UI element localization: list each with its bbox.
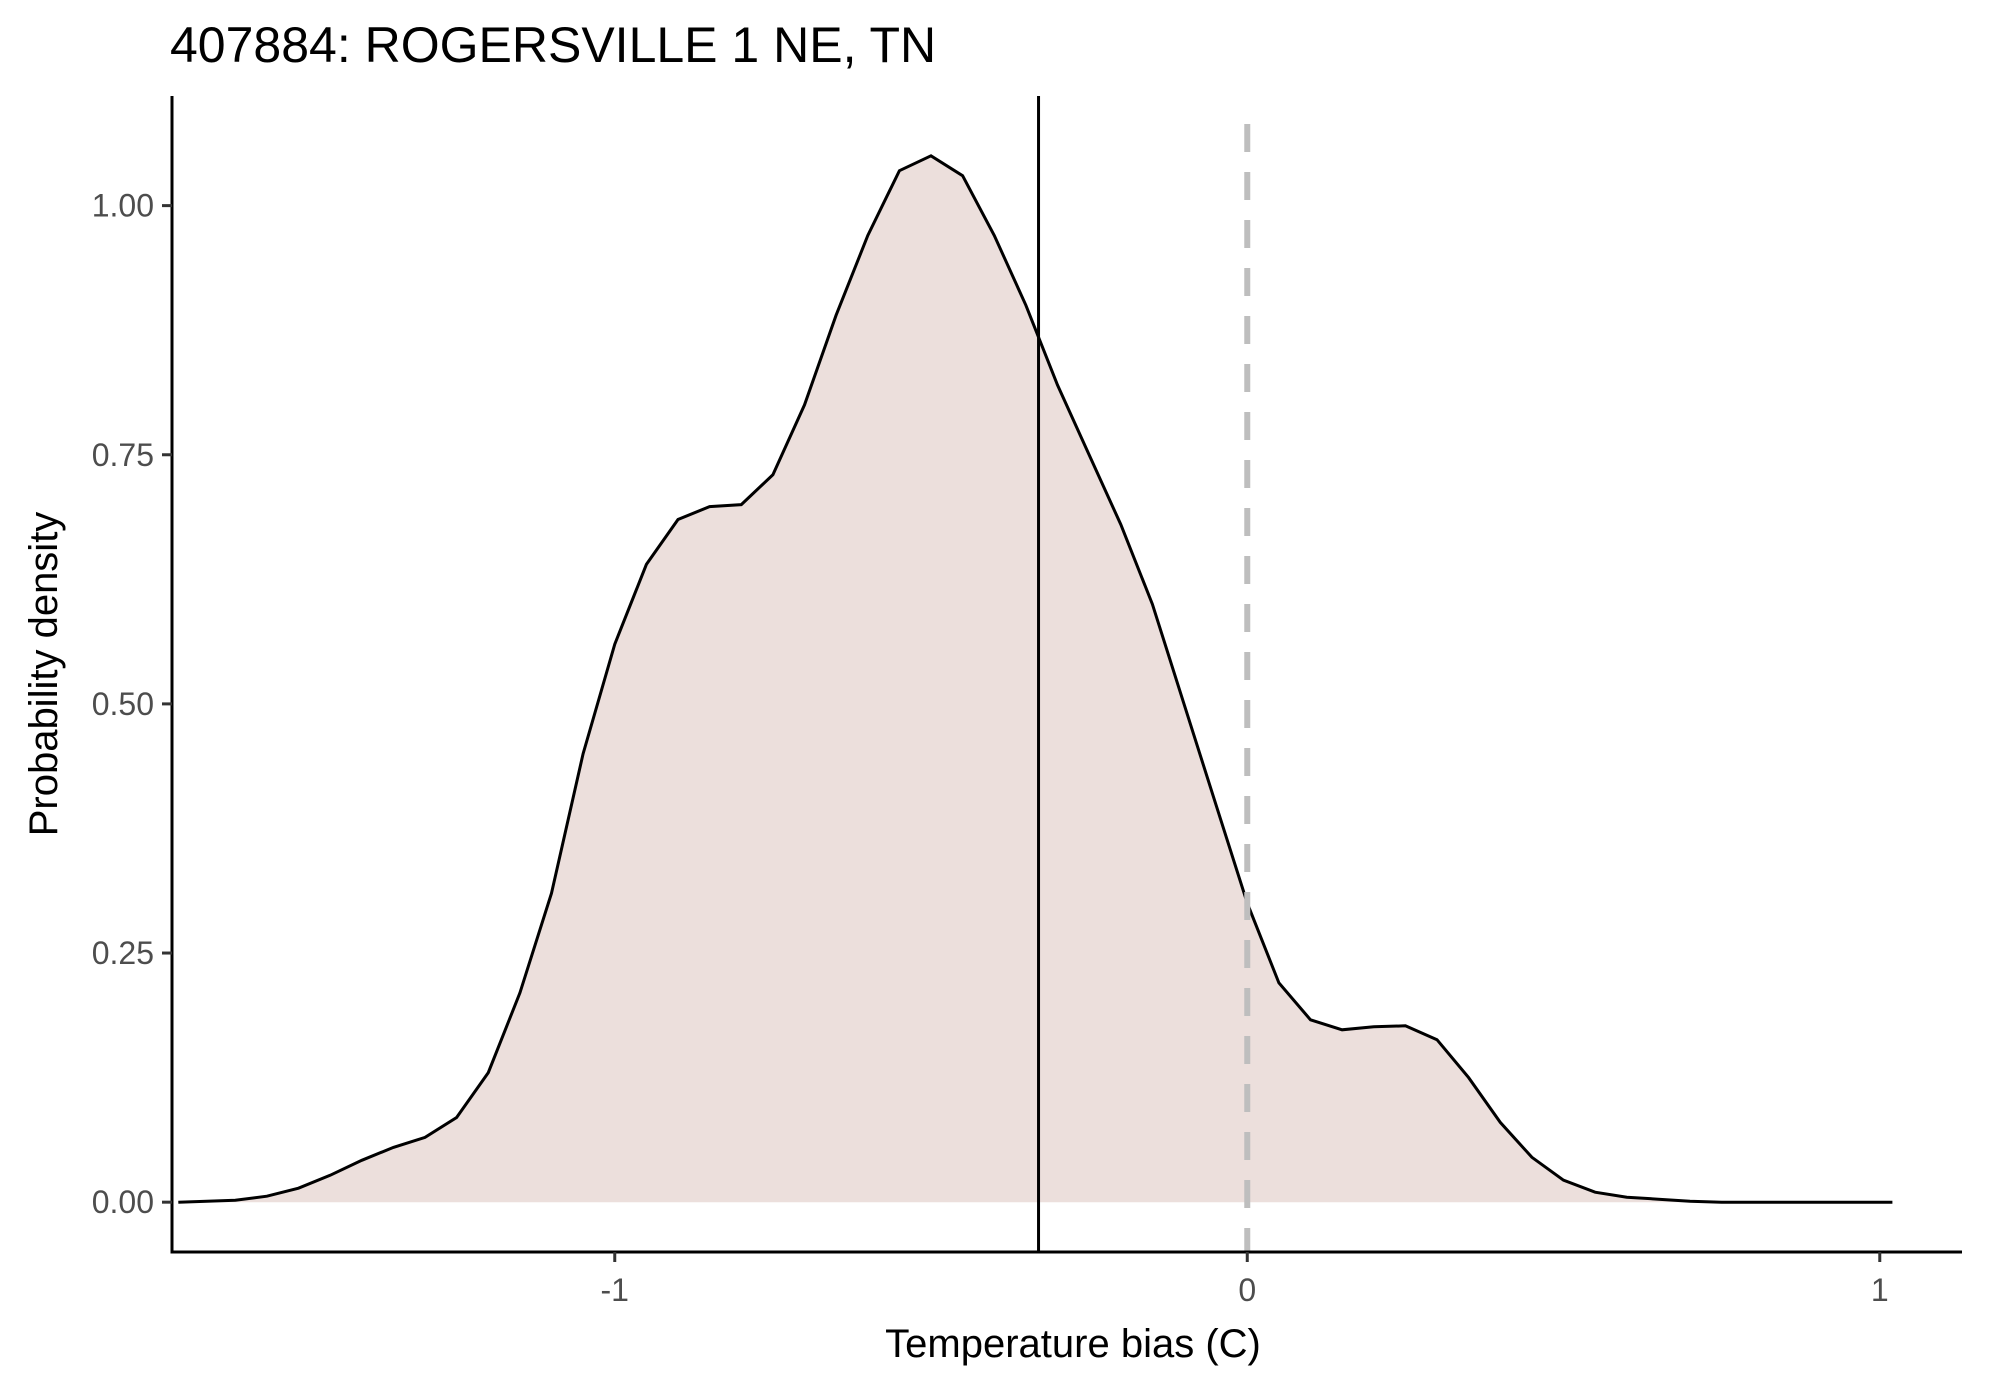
density-area xyxy=(178,155,1893,1203)
x-tick-label: 1 xyxy=(1871,1272,1889,1308)
plot-area xyxy=(178,96,1893,1252)
y-tick-label: 0.25 xyxy=(92,935,154,971)
chart-title: 407884: ROGERSVILLE 1 NE, TN xyxy=(170,17,936,73)
density-line xyxy=(178,154,1893,1204)
x-tick-label: 0 xyxy=(1238,1272,1256,1308)
x-ticks: -1 0 1 xyxy=(601,1252,1889,1308)
x-tick-label: -1 xyxy=(601,1272,629,1308)
y-ticks: 0.00 0.25 0.50 0.75 1.00 xyxy=(92,188,172,1220)
y-tick-label: 0.00 xyxy=(92,1184,154,1220)
y-tick-label: 1.00 xyxy=(92,188,154,224)
x-axis-title: Temperature bias (C) xyxy=(885,1322,1261,1366)
y-tick-label: 0.75 xyxy=(92,437,154,473)
y-axis-title: Probability density xyxy=(22,512,66,837)
y-tick-label: 0.50 xyxy=(92,686,154,722)
